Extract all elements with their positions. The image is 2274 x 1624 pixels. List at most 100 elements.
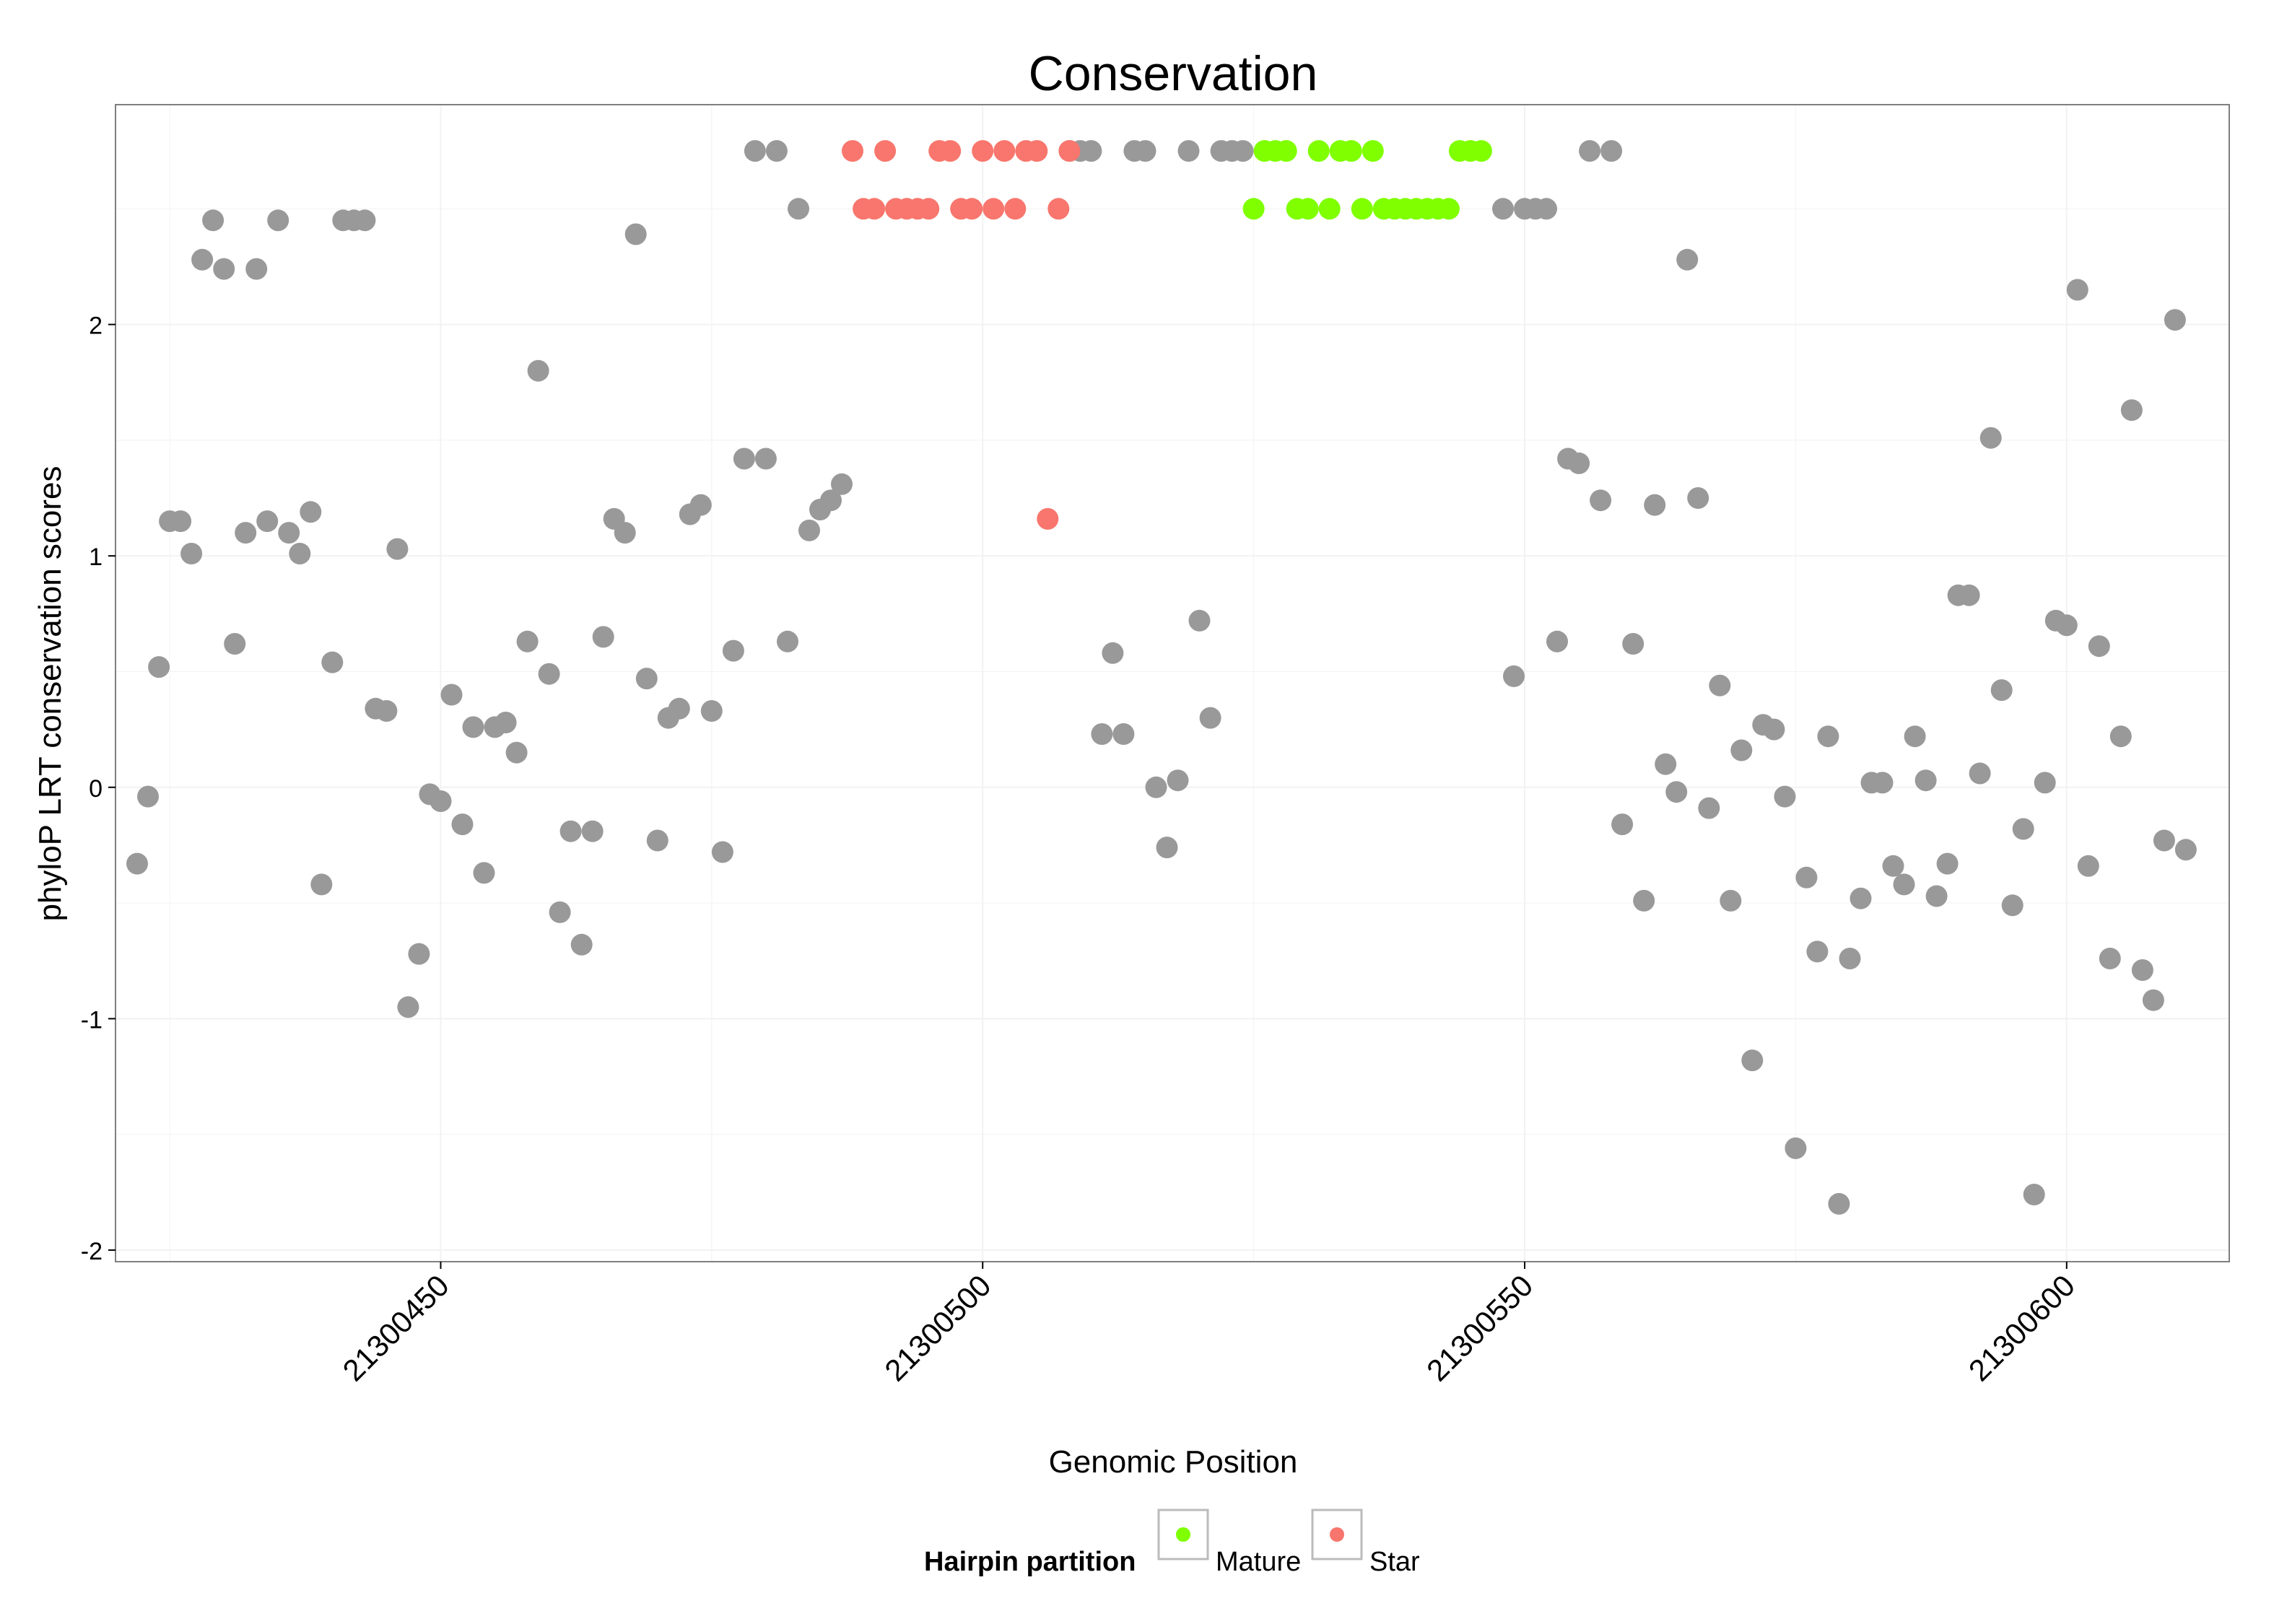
data-point-other bbox=[689, 494, 712, 516]
data-point-other bbox=[300, 501, 322, 523]
data-point-other bbox=[1568, 452, 1590, 474]
data-point-other bbox=[1730, 739, 1753, 761]
data-point-other bbox=[440, 684, 463, 706]
data-point-other bbox=[798, 519, 820, 541]
data-point-other bbox=[754, 448, 777, 470]
data-point-other bbox=[1199, 707, 1221, 729]
data-point-other bbox=[1579, 140, 1601, 162]
data-point-other bbox=[1655, 753, 1677, 775]
data-point-other bbox=[321, 651, 344, 673]
data-point-other bbox=[1925, 885, 1948, 907]
data-point-other bbox=[1665, 781, 1688, 803]
legend-swatch-star bbox=[1330, 1527, 1344, 1542]
data-point-other bbox=[191, 248, 214, 271]
data-point-star bbox=[983, 198, 1005, 220]
data-point-other bbox=[224, 633, 246, 655]
legend-swatch-mature bbox=[1176, 1527, 1190, 1542]
data-point-star bbox=[918, 198, 940, 220]
data-point-other bbox=[278, 522, 300, 544]
data-point-other bbox=[2120, 399, 2143, 422]
data-point-star bbox=[961, 198, 983, 220]
data-point-other bbox=[1871, 772, 1894, 794]
y-tick-label: -1 bbox=[81, 1006, 103, 1034]
y-tick-label: -2 bbox=[81, 1238, 103, 1265]
data-point-other bbox=[711, 841, 733, 863]
data-point-other bbox=[1102, 642, 1124, 664]
data-point-other bbox=[722, 639, 744, 662]
data-point-other bbox=[462, 716, 484, 738]
data-point-other bbox=[2023, 1184, 2045, 1205]
data-point-other bbox=[765, 140, 788, 162]
data-point-other bbox=[2077, 855, 2099, 877]
data-point-other bbox=[1990, 679, 2013, 702]
data-point-other bbox=[1134, 140, 1156, 162]
data-point-other bbox=[2034, 772, 2056, 794]
data-point-other bbox=[170, 510, 192, 533]
data-point-other bbox=[1839, 948, 1861, 969]
data-point-other bbox=[1741, 1049, 1764, 1072]
x-axis: 21300450 21300500 21300550 21300600 bbox=[336, 1262, 2081, 1388]
data-point-other bbox=[1535, 198, 1557, 220]
data-point-other bbox=[624, 223, 647, 245]
data-point-other bbox=[1503, 665, 1525, 687]
data-point-other bbox=[1979, 427, 2002, 449]
chart-title: Conservation bbox=[1029, 46, 1318, 101]
data-point-mature bbox=[1297, 198, 1319, 220]
data-point-other bbox=[1177, 140, 1200, 162]
data-point-other bbox=[1687, 487, 1709, 509]
data-point-star bbox=[863, 198, 886, 220]
data-point-other bbox=[570, 933, 593, 956]
data-point-other bbox=[1893, 873, 1915, 896]
legend-label-star: Star bbox=[1369, 1547, 1420, 1577]
data-point-other bbox=[408, 943, 430, 965]
data-point-other bbox=[1904, 725, 1926, 748]
data-point-other bbox=[635, 668, 658, 690]
data-point-other bbox=[1611, 813, 1634, 836]
data-point-other bbox=[744, 140, 766, 162]
y-axis-label: phyloP LRT conservation scores bbox=[32, 466, 68, 921]
data-point-other bbox=[137, 785, 159, 808]
data-point-other bbox=[267, 209, 289, 232]
x-axis-label: Genomic Position bbox=[1049, 1444, 1298, 1480]
data-point-mature bbox=[1340, 140, 1362, 162]
x-tick-label: 21300550 bbox=[1420, 1268, 1539, 1387]
data-point-other bbox=[668, 697, 690, 720]
data-point-other bbox=[1806, 940, 1829, 963]
data-point-other bbox=[2055, 614, 2078, 637]
x-tick-label: 21300450 bbox=[336, 1268, 455, 1387]
data-point-other bbox=[430, 790, 452, 812]
data-point-mature bbox=[1318, 198, 1341, 220]
data-point-other bbox=[1785, 1137, 1807, 1159]
data-point-mature bbox=[1362, 140, 1384, 162]
data-point-other bbox=[2131, 959, 2153, 981]
data-point-other bbox=[2174, 839, 2197, 861]
data-point-other bbox=[1676, 248, 1699, 271]
data-point-other bbox=[1156, 837, 1178, 859]
data-point-other bbox=[592, 626, 614, 648]
data-point-other bbox=[1167, 769, 1189, 792]
data-point-other bbox=[1145, 776, 1167, 798]
data-point-other bbox=[516, 630, 539, 652]
data-point-star bbox=[874, 140, 897, 162]
data-point-other bbox=[1795, 866, 1818, 889]
data-point-other bbox=[1600, 140, 1623, 162]
data-point-star bbox=[1026, 140, 1048, 162]
data-point-other bbox=[2088, 635, 2110, 658]
data-point-star bbox=[1037, 507, 1059, 530]
data-point-other bbox=[1492, 198, 1514, 220]
data-point-mature bbox=[1470, 140, 1492, 162]
data-point-other bbox=[495, 712, 517, 733]
data-point-other bbox=[1936, 852, 1959, 875]
data-point-other bbox=[245, 258, 268, 280]
data-point-other bbox=[1958, 584, 1980, 606]
data-point-other bbox=[1969, 762, 1991, 785]
y-axis: -2 -1 0 1 2 bbox=[81, 313, 116, 1265]
data-point-other bbox=[505, 741, 528, 764]
data-point-other bbox=[1850, 887, 1872, 909]
data-point-other bbox=[2066, 279, 2088, 301]
data-point-other bbox=[1828, 1192, 1850, 1215]
data-point-other bbox=[614, 522, 636, 544]
data-point-mature bbox=[1307, 140, 1330, 162]
data-point-other bbox=[1633, 889, 1655, 912]
